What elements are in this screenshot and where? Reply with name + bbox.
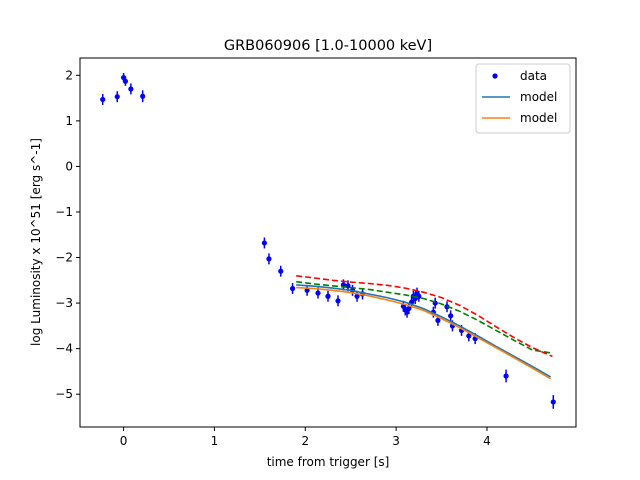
data-marker	[550, 399, 556, 405]
y-axis-label: log Luminosity x 10^51 [erg s^-1]	[29, 138, 43, 346]
data-point	[278, 265, 284, 277]
x-axis-label: time from trigger [s]	[267, 455, 390, 469]
data-point	[550, 395, 556, 409]
data-marker	[278, 268, 284, 274]
data-point	[122, 76, 129, 86]
data-point	[140, 90, 146, 103]
data-marker	[325, 293, 331, 299]
data-point	[128, 83, 134, 95]
data-marker	[335, 298, 341, 304]
legend-box	[475, 63, 571, 134]
x-tick-label: 2	[301, 434, 309, 448]
chart-title: GRB060906 [1.0-10000 keV]	[224, 38, 432, 54]
data-point	[325, 290, 331, 302]
model-line	[296, 286, 551, 380]
x-tick-label: 3	[392, 434, 400, 448]
axis-ticks: 0 1 2 3 4 −5 −4 −3 −2 −1 0 1 2	[55, 68, 490, 448]
y-tick-label: 1	[65, 114, 73, 128]
model-line	[296, 284, 551, 378]
legend-entry: model	[482, 90, 557, 104]
data-point	[503, 369, 509, 383]
data-series	[100, 73, 556, 409]
data-point	[100, 93, 106, 105]
dashed-model-line	[296, 280, 553, 354]
legend-entry: data	[492, 69, 547, 83]
y-tick-label: −5	[55, 387, 73, 401]
data-point	[304, 284, 310, 296]
data-point	[448, 310, 454, 322]
data-point	[335, 295, 341, 307]
data-marker	[261, 240, 268, 246]
data-point	[289, 283, 296, 294]
data-marker	[503, 373, 509, 379]
legend: data model model	[475, 63, 571, 134]
data-marker	[354, 293, 360, 299]
y-tick-label: 0	[65, 159, 73, 173]
plot-area	[100, 73, 556, 409]
y-tick-label: −3	[55, 296, 73, 310]
data-point	[266, 253, 272, 265]
y-tick-label: 2	[65, 68, 73, 82]
data-marker	[466, 333, 472, 339]
data-marker	[128, 86, 134, 92]
legend-entry: model	[482, 111, 557, 125]
data-marker	[416, 293, 422, 299]
data-marker	[435, 317, 441, 323]
data-marker	[122, 78, 129, 84]
legend-label: data	[520, 69, 547, 83]
data-marker	[114, 94, 120, 100]
y-tick-label: −4	[55, 342, 73, 356]
legend-label: model	[520, 111, 557, 125]
legend-label: model	[520, 90, 557, 104]
x-tick-label: 4	[483, 434, 491, 448]
x-tick-label: 0	[120, 434, 128, 448]
data-marker	[304, 287, 310, 293]
data-point	[114, 91, 120, 103]
legend-marker	[492, 73, 498, 79]
data-point	[354, 290, 360, 302]
data-marker	[266, 256, 272, 262]
data-marker	[140, 93, 146, 99]
y-tick-label: −2	[55, 251, 73, 265]
data-marker	[289, 285, 296, 292]
data-marker	[315, 290, 321, 296]
data-marker	[448, 313, 454, 319]
axes-frame	[79, 57, 577, 428]
data-point	[261, 237, 268, 249]
dashed-model-line	[296, 275, 553, 358]
y-tick-label: −1	[55, 205, 73, 219]
data-marker	[100, 96, 106, 103]
x-tick-label: 1	[211, 434, 219, 448]
data-marker	[406, 305, 412, 312]
